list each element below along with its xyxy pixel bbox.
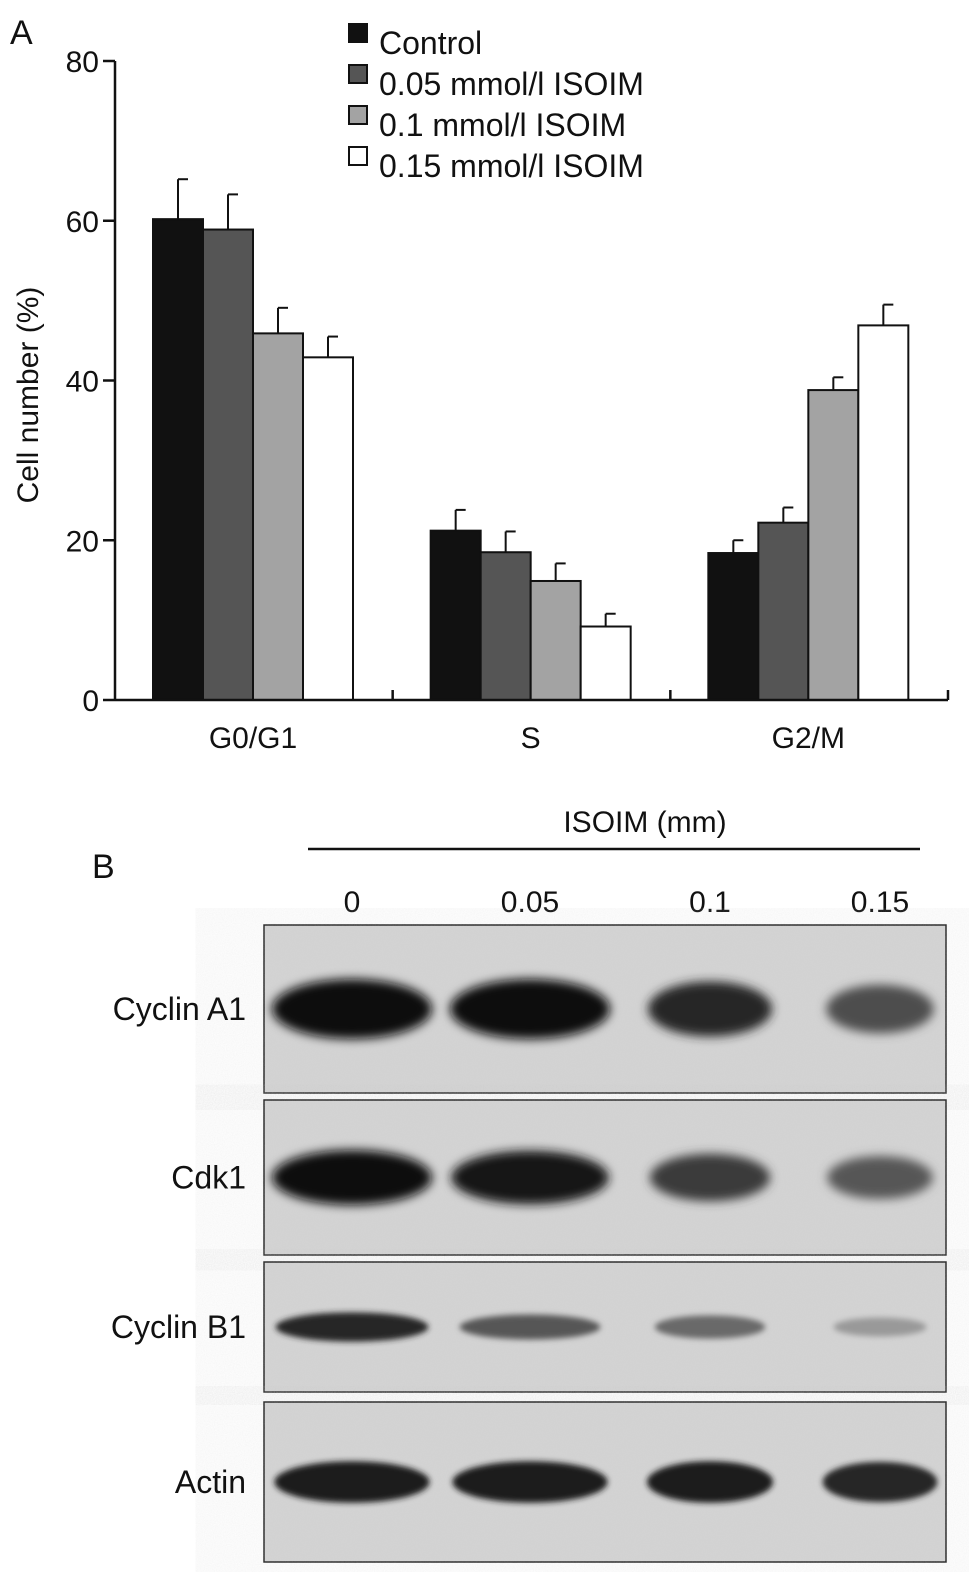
y-tick-label: 80 [66,46,99,79]
concentration-labels: 0 0.05 0.1 0.15 [344,886,910,919]
concentration-header: ISOIM (mm) [563,806,726,839]
y-tick-label: 20 [66,525,99,558]
panel-b-label: B [92,848,115,886]
blot-band [649,1153,771,1202]
y-axis-label: Cell number (%) [12,287,45,504]
blot-band [450,979,610,1039]
blot-row: Actin [175,1401,947,1563]
blot-label: Cdk1 [171,1160,246,1196]
bar [757,521,810,701]
y-tick-label: 40 [66,366,99,399]
axes [113,61,948,702]
x-tick-label: G2/M [772,722,845,755]
panel-a-label: A [10,14,33,52]
blot-band [822,1461,938,1503]
blot-label: Cyclin B1 [111,1309,246,1345]
blot-label: Cyclin A1 [113,991,246,1027]
legend-swatch [348,64,368,84]
legend-label: 0.15 mmol/l ISOIM [379,148,644,184]
blot-band [827,1156,933,1199]
blot-row: Cyclin A1 [113,924,947,1094]
legend-swatch [348,105,368,125]
blot-label: Actin [175,1464,246,1500]
blot-row: Cdk1 [171,1099,947,1256]
legend-label: Control [379,25,482,61]
legend-label: 0.05 mmol/l ISOIM [379,66,644,102]
bar [302,356,354,701]
blot-band [451,1150,609,1205]
bar-series [152,218,910,702]
blot-band [826,984,934,1034]
blot-band [452,1461,608,1503]
bar [429,529,482,701]
panel-b: B ISOIM (mm) 0 0.05 0.1 0.15 Cyclin A1Cdk1C… [92,806,947,1563]
concentration-label: 0.05 [501,886,559,919]
y-tick-label: 60 [66,206,99,239]
blot-band [833,1317,927,1337]
bar [479,551,532,702]
x-tick-label: G0/G1 [209,722,297,755]
blot-band [272,1150,432,1205]
blot-band [654,1315,766,1339]
error-bars [177,178,894,627]
panel-a: A Cell number (%) 0 20 40 60 80 G0/G1 S G2/M C… [10,14,950,755]
y-tick-label: 0 [82,685,99,718]
bar [529,579,582,702]
legend-swatch [348,23,368,43]
blot-band [275,1312,429,1342]
legend-label: 0.1 mmol/l ISOIM [379,107,626,143]
blot-band [647,981,773,1037]
concentration-label: 0.15 [851,886,909,919]
bar [707,552,760,702]
bar [152,218,204,701]
x-axis: G0/G1 S G2/M [209,690,950,755]
blot-band [272,979,432,1039]
y-axis: 0 20 40 60 80 [66,46,115,718]
concentration-label: 0 [344,886,361,919]
bar [807,389,860,701]
x-tick-label: S [521,722,541,755]
western-blots: Cyclin A1 Cdk1 Cyclin B1 Actin [111,924,947,1563]
blot-band [459,1314,601,1340]
bar [857,324,910,701]
blot-band [646,1461,774,1503]
concentration-label: 0.1 [689,886,731,919]
blot-band [274,1461,430,1503]
legend: Control 0.05 mmol/l ISOIM 0.1 mmol/l ISOIM… [348,23,644,184]
bar [202,228,254,701]
bar [252,332,304,701]
bar [579,625,632,702]
blot-row: Cyclin B1 [111,1261,947,1393]
legend-swatch [348,146,368,166]
